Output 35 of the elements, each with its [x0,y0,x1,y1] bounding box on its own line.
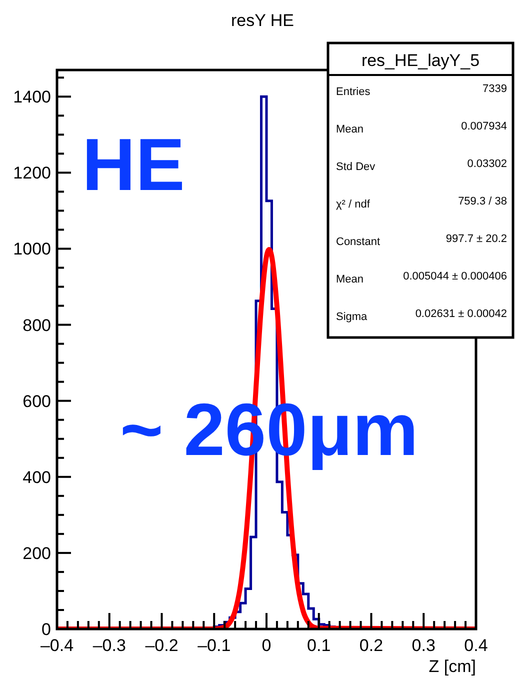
annotation: 0.005044 ± 0.000406 [403,270,507,282]
y-tick-label: 800 [22,316,51,335]
x-tick-label: 0.2 [359,636,384,655]
x-tick-label: –0.1 [198,636,231,655]
x-axis-title: Z [cm] [428,657,476,676]
y-tick-label: 1400 [13,88,51,107]
annotation: 0.02631 ± 0.00042 [415,308,507,320]
annotation: χ² / ndf [336,198,371,210]
x-tick-label: 0.4 [464,636,488,655]
y-tick-label: 0 [42,620,51,639]
chart-title: resY HE [231,11,294,30]
annotation: Sigma [336,311,368,323]
x-tick-label: 0 [262,636,272,655]
y-tick-label: 200 [22,544,51,563]
annotation: 997.7 ± 20.2 [446,233,507,245]
x-tick-label: 0.1 [307,636,331,655]
annotation: Std Dev [336,161,376,173]
x-tick-label: –0.2 [145,636,178,655]
annotation: 0.03302 [467,158,507,170]
text: 7339 [482,83,507,95]
y-tick-label: 1000 [13,240,51,259]
annotation: HE [82,123,185,206]
annotation: 0.007934 [461,120,507,132]
annotation: 759.3 / 38 [458,196,507,208]
x-tick-label: 0.3 [412,636,436,655]
annotation: Mean [336,124,364,136]
annotation: Entries [336,86,371,98]
y-tick-label: 400 [22,468,51,487]
y-tick-label: 1200 [13,164,51,183]
text: res_HE_layY_5 [361,51,480,70]
annotation: Mean [336,274,364,286]
x-tick-label: –0.3 [92,636,126,655]
y-tick-label: 600 [22,392,51,411]
x-tick-label: –0.4 [40,636,74,655]
annotation: Constant [336,236,380,248]
